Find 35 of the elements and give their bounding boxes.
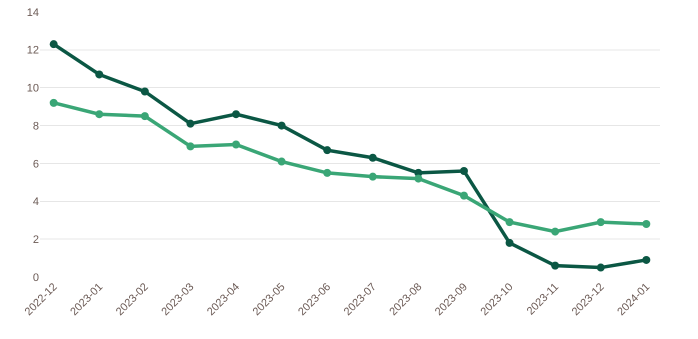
- point: [460, 167, 468, 175]
- point: [323, 168, 332, 177]
- point: [186, 142, 194, 150]
- point: [278, 122, 286, 130]
- point: [50, 98, 58, 107]
- point: [50, 40, 58, 48]
- point: [140, 112, 149, 120]
- y-tick-label: 6: [32, 158, 39, 170]
- point: [232, 140, 240, 148]
- point: [368, 172, 377, 181]
- y-tick-label: 8: [32, 120, 39, 132]
- point: [596, 264, 605, 272]
- point: [551, 262, 560, 270]
- point: [506, 218, 514, 226]
- y-tick-label: 14: [26, 6, 39, 19]
- y-tick-label: 0: [32, 272, 39, 284]
- y-tick-label: 4: [32, 196, 39, 208]
- y-tick-label: 12: [26, 44, 39, 57]
- y-tick-label: 10: [26, 82, 39, 95]
- point: [596, 218, 605, 226]
- point: [368, 154, 377, 162]
- point: [140, 88, 149, 96]
- point: [551, 228, 560, 236]
- point: [460, 192, 468, 200]
- point: [642, 256, 650, 264]
- point: [642, 220, 650, 228]
- point: [95, 70, 104, 78]
- point: [186, 120, 194, 128]
- point: [95, 110, 104, 118]
- y-tick-label: 2: [32, 234, 39, 246]
- point: [278, 158, 286, 166]
- point: [414, 174, 422, 183]
- point: [323, 146, 332, 154]
- point: [506, 238, 514, 247]
- point: [232, 110, 240, 118]
